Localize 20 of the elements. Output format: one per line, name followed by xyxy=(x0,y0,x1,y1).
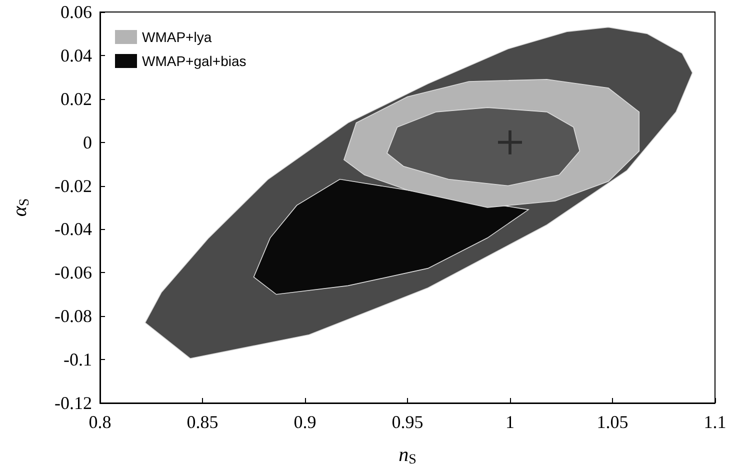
legend-label: WMAP+gal+bias xyxy=(142,53,246,69)
y-tick-label: 0.04 xyxy=(60,45,92,66)
y-tick-label: -0.04 xyxy=(54,219,92,240)
y-tick-label: -0.08 xyxy=(54,306,92,326)
y-tick-label: 0.06 xyxy=(60,2,92,22)
y-tick-label: -0.06 xyxy=(54,262,92,283)
y-tick-label: -0.1 xyxy=(64,350,92,370)
y-axis-title: αS xyxy=(9,198,32,217)
x-tick-label: 1 xyxy=(506,412,514,432)
y-tick-label: -0.12 xyxy=(54,393,92,413)
x-tick-label: 0.8 xyxy=(88,412,112,432)
legend-label: WMAP+lya xyxy=(142,29,212,45)
x-tick-label: 1.1 xyxy=(704,412,726,432)
y-tick-label: -0.02 xyxy=(54,176,92,196)
x-tick-label: 1.05 xyxy=(596,412,628,432)
x-tick-label: 0.85 xyxy=(186,412,218,432)
y-tick-label: 0.02 xyxy=(60,88,92,109)
y-tick-label: 0 xyxy=(83,132,92,152)
x-tick-label: 0.95 xyxy=(392,412,424,432)
x-tick-label: 0.9 xyxy=(294,412,316,432)
